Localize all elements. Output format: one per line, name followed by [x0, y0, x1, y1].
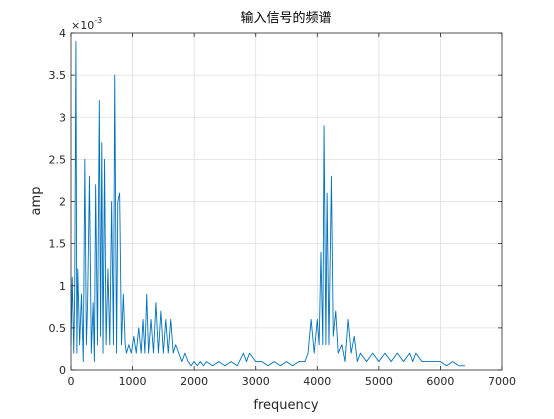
y-tick-label: 1.5: [49, 238, 67, 251]
y-tick-label: 2.5: [49, 153, 67, 166]
y-tick-label: 2: [59, 196, 66, 209]
x-tick-label: 7000: [488, 375, 516, 388]
y-exponent-base: ×10: [71, 19, 94, 32]
x-tick-label: 0: [68, 375, 75, 388]
x-tick-label: 4000: [303, 375, 331, 388]
x-tick-label: 5000: [365, 375, 393, 388]
chart-title: 输入信号的频谱: [240, 10, 331, 26]
y-tick-label: 3.5: [49, 69, 67, 82]
x-tick-label: 1000: [119, 375, 147, 388]
y-tick-label: 3: [59, 111, 66, 124]
x-tick-label: 2000: [180, 375, 208, 388]
y-exponent-label: ×10-3: [71, 16, 102, 32]
y-axis-label: amp: [29, 187, 44, 216]
x-tick-label: 3000: [242, 375, 270, 388]
x-axis-label: frequency: [253, 398, 319, 413]
y-tick-label: 0.5: [49, 322, 67, 335]
x-tick-labels: 0 1000 2000 3000 4000 5000 6000 7000: [68, 375, 517, 388]
y-tick-label: 4: [59, 27, 66, 40]
y-tick-labels: 0 0.5 1 1.5 2 2.5 3 3.5 4: [49, 27, 67, 377]
x-tick-label: 6000: [426, 375, 454, 388]
y-tick-label: 0: [59, 364, 66, 377]
y-tick-label: 1: [59, 280, 66, 293]
y-exponent-power: -3: [94, 16, 102, 25]
